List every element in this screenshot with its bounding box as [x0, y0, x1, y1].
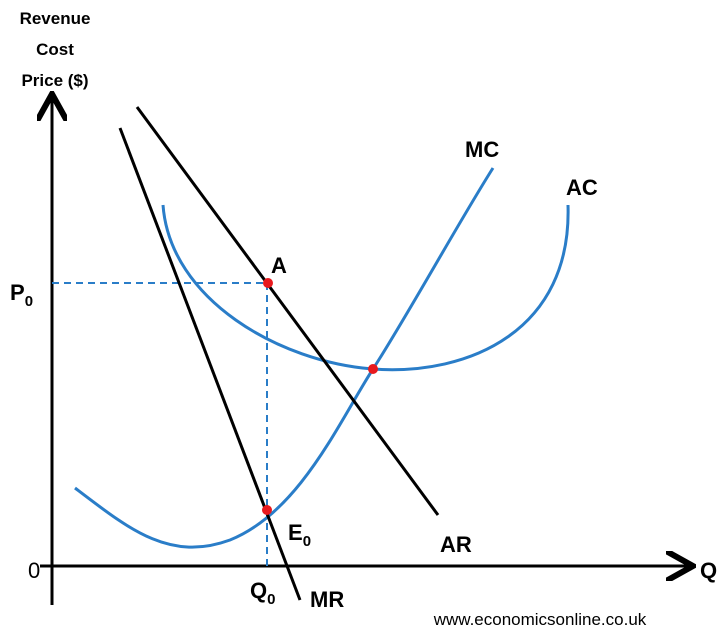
x-axis-label: Q — [700, 558, 717, 583]
ac-label: AC — [566, 175, 598, 200]
mc-curve — [74, 167, 495, 549]
origin-label: 0 — [28, 558, 40, 583]
ac-curve — [161, 204, 570, 372]
point-min-ac — [368, 364, 378, 374]
ar-label: AR — [440, 532, 472, 557]
mr-label: MR — [310, 587, 344, 612]
price-label: P0 — [10, 280, 33, 310]
point-e-label: E0 — [288, 520, 311, 550]
point-a-label: A — [271, 253, 287, 278]
y-axis-label: Revenue — [20, 9, 91, 28]
y-axis-label: Cost — [36, 40, 74, 59]
quantity-label: Q0 — [250, 578, 275, 608]
source: www.economicsonline.co.uk — [433, 610, 647, 629]
mr-curve — [118, 127, 302, 601]
point-a — [263, 278, 273, 288]
ar-curve — [135, 106, 440, 516]
point-e — [262, 505, 272, 515]
y-axis-label: Price ($) — [21, 71, 88, 90]
mc-label: MC — [465, 137, 499, 162]
